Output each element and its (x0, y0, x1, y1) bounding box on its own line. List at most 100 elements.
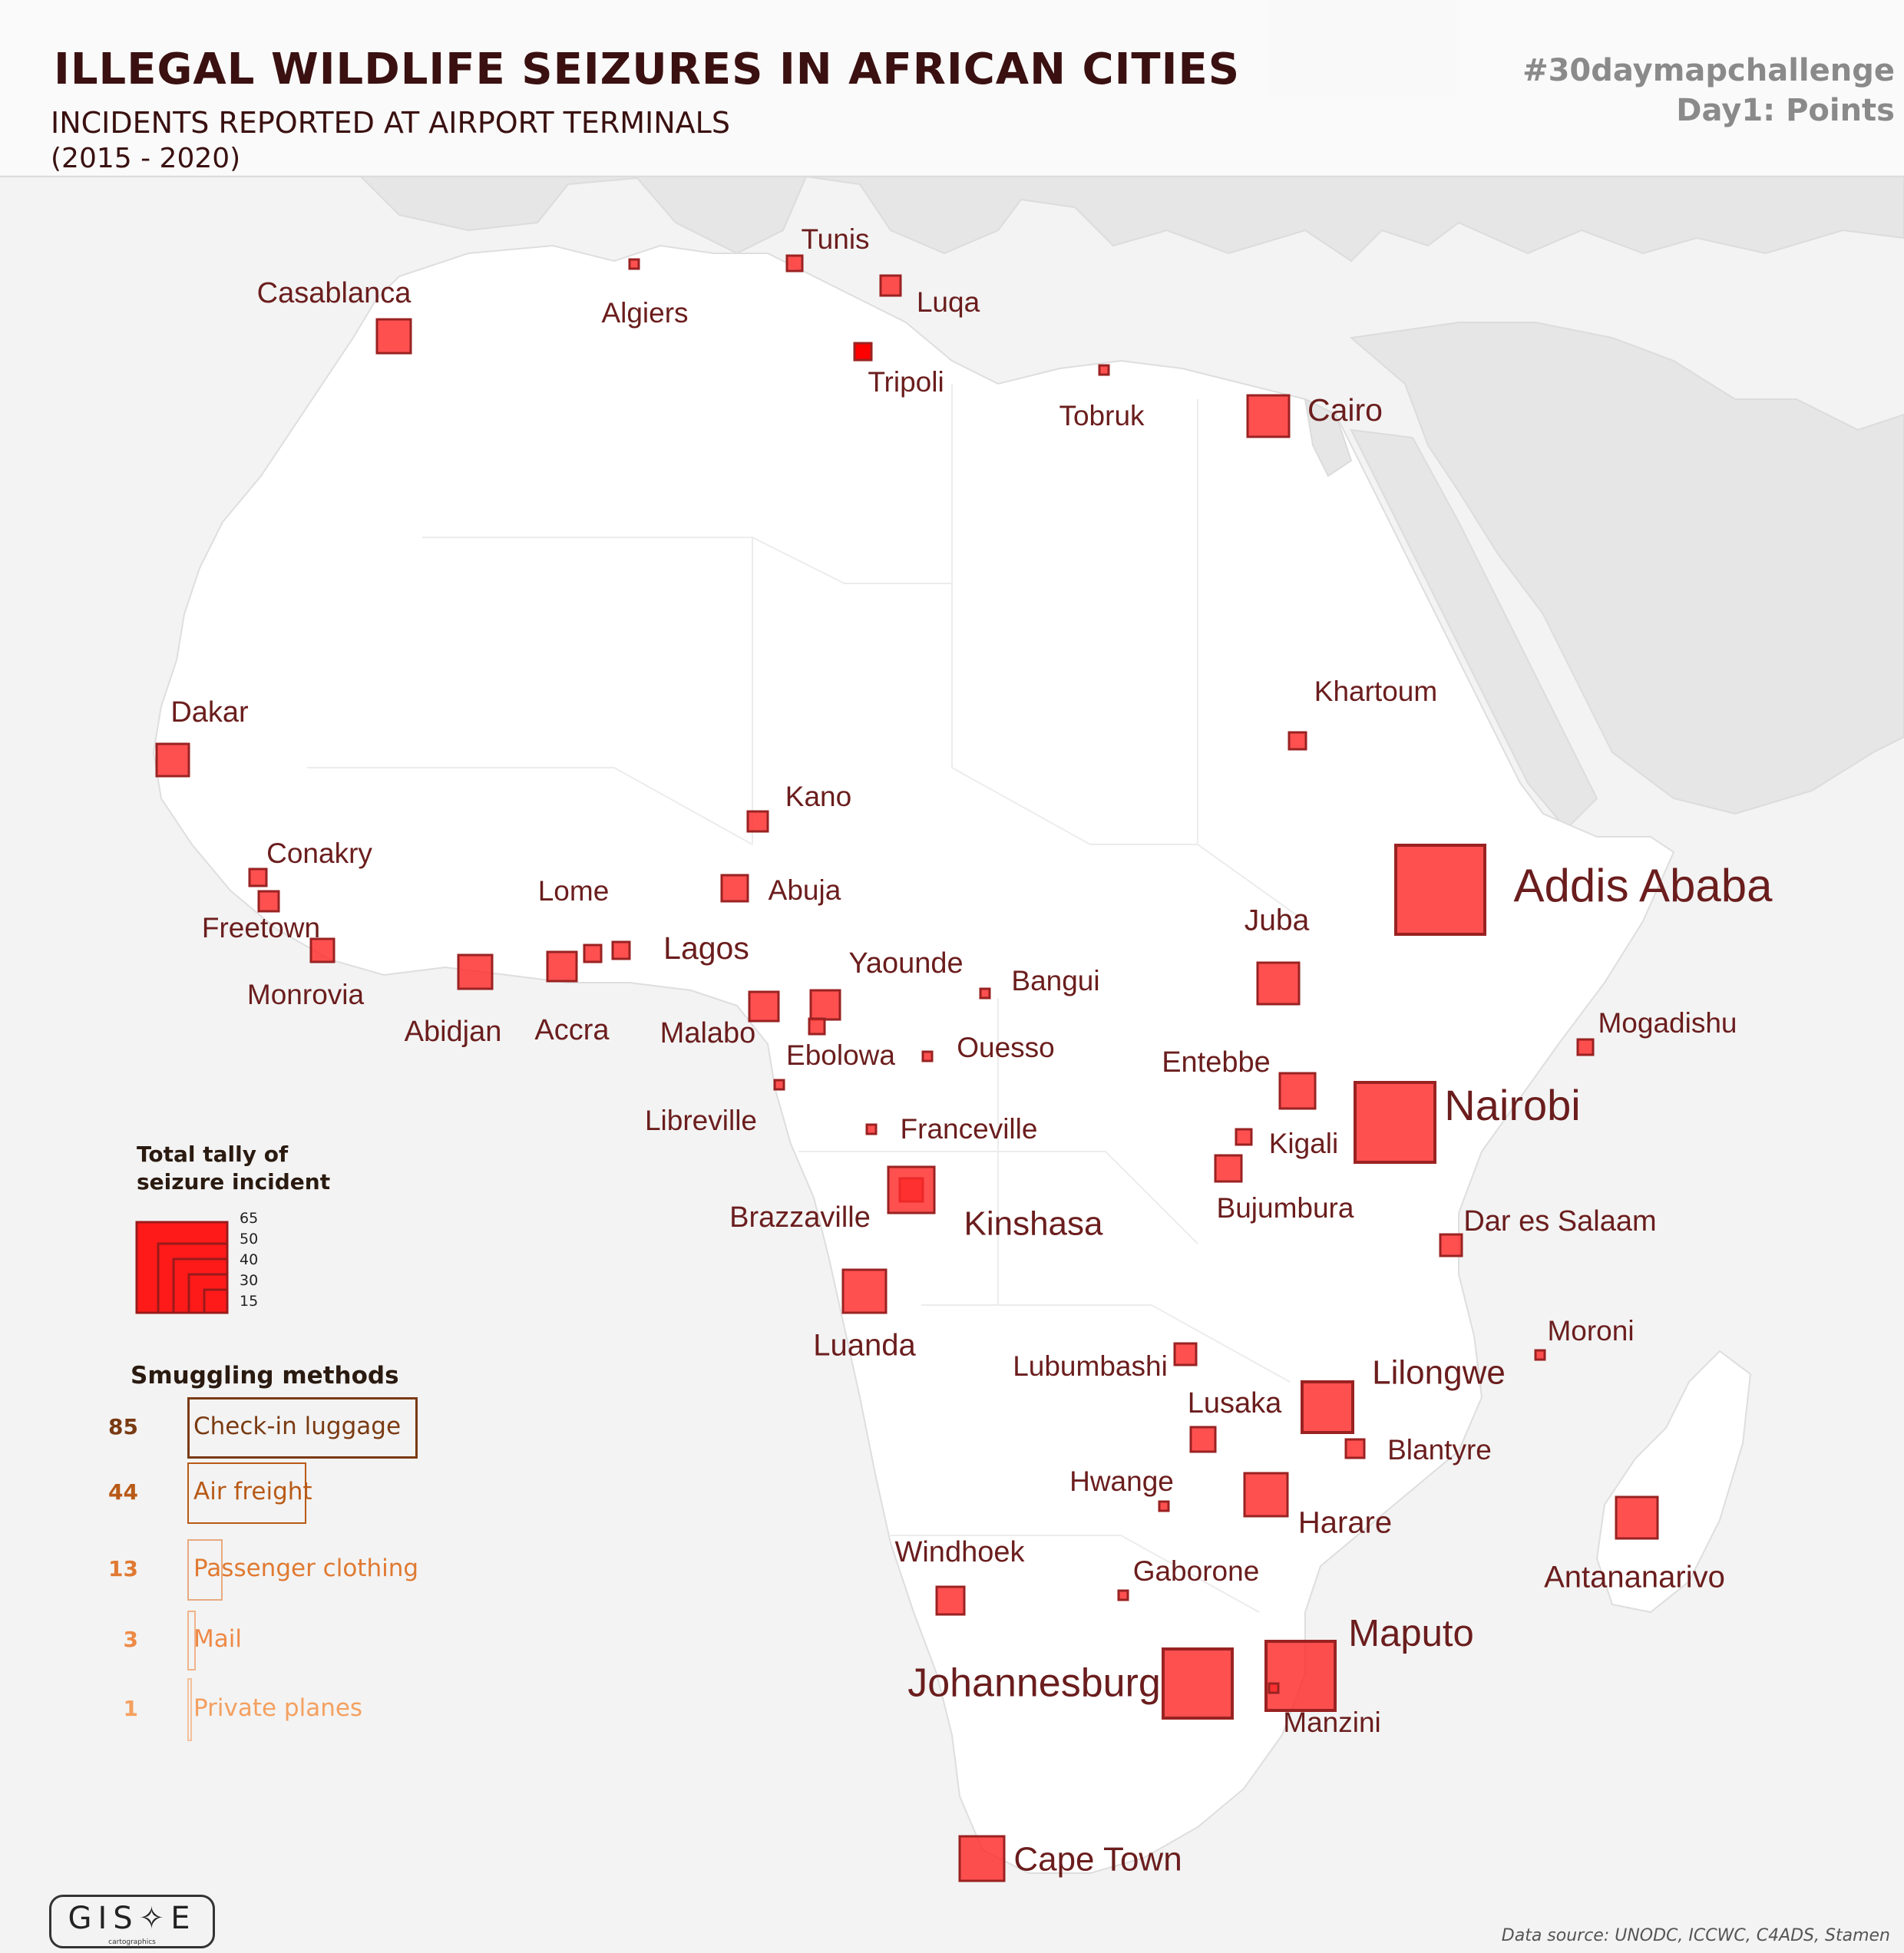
city-label-brazzaville: Brazzaville (729, 1201, 871, 1234)
seizure-point-lome (583, 943, 603, 963)
seizure-point-lubumbashi (1173, 1342, 1198, 1366)
seizure-point-libreville (773, 1079, 785, 1091)
seizure-point-lagos (611, 940, 631, 960)
seizure-points (155, 254, 1659, 1882)
tally-value-40: 40 (240, 1251, 259, 1268)
method-count: 3 (123, 1627, 138, 1652)
tally-value-30: 30 (240, 1272, 259, 1289)
challenge-tag: #30daymapchallenge Day1: Points (1522, 51, 1895, 131)
city-label-hwange: Hwange (1069, 1466, 1174, 1497)
seizure-point-cape-town (958, 1835, 1006, 1882)
city-label-johannesburg: Johannesburg (907, 1661, 1161, 1706)
tally-value-65: 65 (240, 1210, 259, 1227)
seizure-point-windhoek (935, 1585, 966, 1616)
middle-east-landmass (1349, 322, 1904, 815)
seizure-point-dakar (155, 742, 190, 778)
city-label-freetown: Freetown (202, 912, 320, 943)
seizure-point-gaborone (1117, 1589, 1129, 1601)
seizure-point-cairo (1246, 394, 1291, 438)
seizure-point-kinshasa (887, 1165, 936, 1214)
africa-landmass (152, 244, 1675, 1874)
seizure-point-maputo (1264, 1640, 1337, 1712)
sinai-landmass (1304, 398, 1353, 478)
city-label-yaounde: Yaounde (848, 947, 963, 980)
method-count: 1 (123, 1696, 138, 1721)
method-bar (187, 1539, 223, 1601)
map-title: ILLEGAL WILDLIFE SEIZURES IN AFRICAN CIT… (54, 45, 1241, 94)
seizure-point-tobruk (1098, 364, 1110, 376)
seizure-point-abidjan (457, 953, 494, 990)
seizure-point-monrovia (309, 937, 336, 963)
city-label-libreville: Libreville (645, 1105, 757, 1136)
seizure-point-kigali (1235, 1128, 1253, 1146)
seizure-point-yaounde (809, 989, 841, 1021)
city-label-abuja: Abuja (769, 874, 841, 906)
seizure-point-hwange (1158, 1500, 1170, 1512)
logo-text: GIS✧E (68, 1901, 197, 1936)
tally-value-50: 50 (240, 1231, 259, 1247)
city-label-addis-ababa: Addis Ababa (1514, 860, 1773, 911)
city-label-algiers: Algiers (601, 297, 688, 329)
logo-subtext: cartographics (108, 1938, 156, 1946)
city-label-luqa: Luqa (917, 286, 980, 318)
city-label-antananarivo: Antananarivo (1544, 1561, 1725, 1594)
seizure-point-freetown (257, 890, 280, 913)
seizure-point-accra (546, 950, 578, 983)
seizure-point-casablanca (375, 318, 412, 355)
city-label-bangui: Bangui (1011, 965, 1099, 996)
seizure-point-blantyre (1344, 1438, 1366, 1459)
city-label-lome: Lome (538, 875, 610, 907)
seizure-point-tripoli (853, 342, 873, 362)
method-bar (187, 1611, 196, 1670)
city-label-dar-es-salaam: Dar es Salaam (1463, 1205, 1656, 1238)
city-label-manzini: Manzini (1283, 1707, 1381, 1738)
seizure-point-ouesso (921, 1050, 934, 1062)
seizure-point-harare (1243, 1472, 1289, 1518)
seizure-point-khartoum (1288, 731, 1307, 751)
method-count: 85 (108, 1414, 138, 1439)
city-label-blantyre: Blantyre (1387, 1434, 1492, 1466)
data-source: Data source: UNODC, ICCWC, C4ADS, Stamen (1501, 1926, 1890, 1945)
map-subtitle: INCIDENTS REPORTED AT AIRPORT TERMINALS (51, 106, 730, 140)
city-label-entebbe: Entebbe (1162, 1046, 1271, 1079)
seizure-point-malabo (748, 990, 780, 1023)
seizure-point-lilongwe (1301, 1380, 1354, 1434)
city-label-harare: Harare (1298, 1506, 1392, 1540)
map-period: (2015 - 2020) (51, 143, 241, 174)
seizure-point-antananarivo (1615, 1495, 1659, 1540)
challenge-hashtag: #30daymapchallenge (1522, 53, 1895, 88)
seizure-point-bujumbura (1214, 1154, 1243, 1183)
city-label-tunis: Tunis (801, 223, 869, 255)
seizure-point-lusaka (1189, 1426, 1217, 1453)
challenge-day: Day1: Points (1676, 93, 1895, 128)
city-label-lilongwe: Lilongwe (1372, 1354, 1506, 1392)
city-label-cairo: Cairo (1307, 392, 1383, 428)
city-label-gaborone: Gaborone (1133, 1555, 1260, 1587)
seizure-point-entebbe (1278, 1072, 1317, 1110)
method-label: Passenger clothing (193, 1555, 419, 1582)
seizure-point-moroni (1534, 1349, 1546, 1361)
city-label-mogadishu: Mogadishu (1598, 1007, 1737, 1039)
arabia-coast (1350, 428, 1598, 831)
city-label-kano: Kano (785, 781, 851, 812)
city-label-tripoli: Tripoli (868, 366, 944, 398)
city-label-nairobi: Nairobi (1444, 1081, 1580, 1129)
city-labels: Casablanca Algiers Tunis Luqa Tripoli Tobruk C… (170, 223, 1773, 1879)
seizure-point-nairobi (1354, 1081, 1436, 1164)
seizure-point-bangui (979, 987, 991, 1000)
tally-value-15: 15 (240, 1293, 259, 1310)
seizure-point-algiers (628, 258, 640, 270)
country-borders (307, 384, 1306, 1613)
city-label-accra: Accra (534, 1014, 610, 1046)
method-label: Check-in luggage (193, 1413, 402, 1440)
city-label-luanda: Luanda (813, 1329, 916, 1363)
city-label-ebolowa: Ebolowa (786, 1039, 895, 1071)
seizure-point-mogadishu (1576, 1038, 1595, 1056)
gise-logo: GIS✧E cartographics (49, 1895, 215, 1948)
city-label-dakar: Dakar (170, 696, 249, 729)
method-label: Air freight (193, 1478, 312, 1505)
city-label-bujumbura: Bujumbura (1217, 1192, 1354, 1224)
seizure-point-johannesburg (1162, 1647, 1234, 1720)
method-label: Private planes (193, 1694, 363, 1722)
